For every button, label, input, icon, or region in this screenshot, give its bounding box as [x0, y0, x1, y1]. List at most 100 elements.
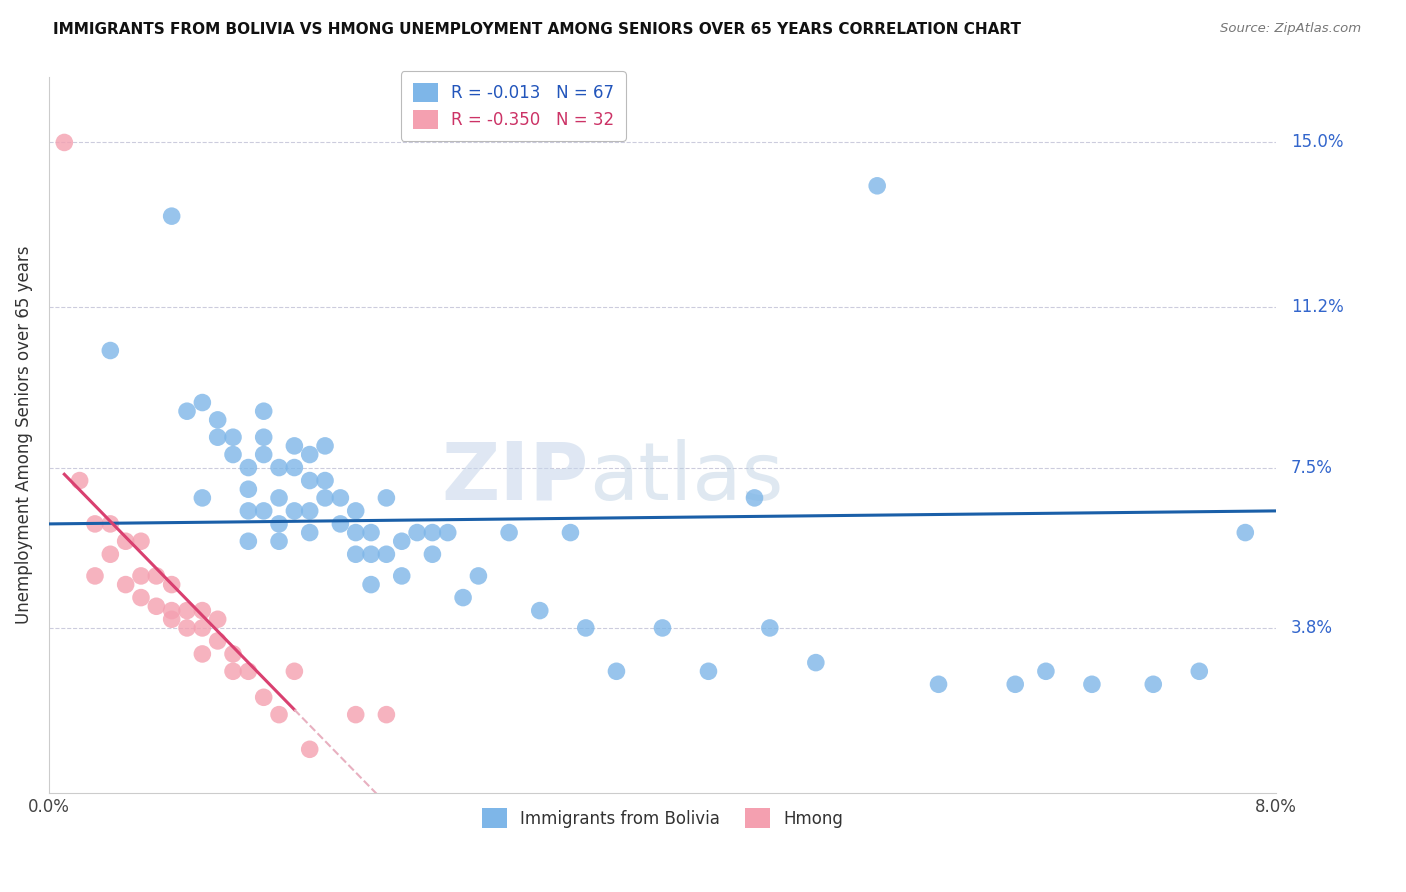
- Point: [329, 491, 352, 505]
- Text: Source: ZipAtlas.com: Source: ZipAtlas.com: [1220, 22, 1361, 36]
- Point: [207, 612, 229, 626]
- Point: [344, 707, 367, 722]
- Point: [207, 413, 229, 427]
- Text: ZIP: ZIP: [441, 439, 589, 517]
- Legend: Immigrants from Bolivia, Hmong: Immigrants from Bolivia, Hmong: [475, 802, 849, 834]
- Point: [207, 430, 229, 444]
- Point: [145, 599, 167, 614]
- Point: [238, 504, 260, 518]
- Point: [129, 591, 152, 605]
- Point: [267, 707, 290, 722]
- Point: [344, 525, 367, 540]
- Point: [191, 647, 214, 661]
- Point: [238, 665, 260, 679]
- Point: [360, 577, 382, 591]
- Point: [422, 525, 444, 540]
- Point: [253, 448, 276, 462]
- Point: [1004, 677, 1026, 691]
- Point: [436, 525, 458, 540]
- Point: [207, 634, 229, 648]
- Point: [114, 577, 136, 591]
- Point: [1081, 677, 1104, 691]
- Point: [160, 604, 183, 618]
- Text: atlas: atlas: [589, 439, 783, 517]
- Point: [329, 516, 352, 531]
- Point: [191, 395, 214, 409]
- Point: [314, 439, 336, 453]
- Point: [129, 569, 152, 583]
- Point: [84, 516, 107, 531]
- Point: [391, 534, 413, 549]
- Point: [575, 621, 598, 635]
- Point: [391, 569, 413, 583]
- Point: [114, 534, 136, 549]
- Point: [283, 665, 305, 679]
- Point: [298, 525, 321, 540]
- Point: [298, 742, 321, 756]
- Point: [191, 604, 214, 618]
- Point: [1234, 525, 1257, 540]
- Point: [406, 525, 429, 540]
- Point: [253, 690, 276, 705]
- Point: [375, 491, 398, 505]
- Point: [651, 621, 673, 635]
- Point: [928, 677, 950, 691]
- Point: [176, 621, 198, 635]
- Point: [222, 448, 245, 462]
- Point: [84, 569, 107, 583]
- Point: [344, 504, 367, 518]
- Point: [375, 547, 398, 561]
- Point: [222, 665, 245, 679]
- Point: [222, 430, 245, 444]
- Point: [605, 665, 627, 679]
- Point: [314, 491, 336, 505]
- Point: [69, 474, 91, 488]
- Point: [298, 504, 321, 518]
- Text: 11.2%: 11.2%: [1291, 298, 1344, 316]
- Point: [98, 343, 121, 358]
- Point: [283, 504, 305, 518]
- Point: [529, 604, 551, 618]
- Point: [283, 439, 305, 453]
- Point: [53, 136, 76, 150]
- Point: [176, 604, 198, 618]
- Point: [866, 178, 889, 193]
- Point: [238, 534, 260, 549]
- Point: [360, 547, 382, 561]
- Point: [314, 474, 336, 488]
- Y-axis label: Unemployment Among Seniors over 65 years: Unemployment Among Seniors over 65 years: [15, 246, 32, 624]
- Point: [238, 482, 260, 496]
- Point: [298, 448, 321, 462]
- Point: [222, 647, 245, 661]
- Point: [697, 665, 720, 679]
- Point: [98, 547, 121, 561]
- Point: [804, 656, 827, 670]
- Point: [267, 534, 290, 549]
- Point: [283, 460, 305, 475]
- Point: [191, 491, 214, 505]
- Point: [1035, 665, 1057, 679]
- Point: [191, 621, 214, 635]
- Point: [344, 547, 367, 561]
- Point: [467, 569, 489, 583]
- Point: [360, 525, 382, 540]
- Point: [160, 577, 183, 591]
- Point: [160, 612, 183, 626]
- Point: [238, 460, 260, 475]
- Point: [267, 491, 290, 505]
- Point: [498, 525, 520, 540]
- Point: [1188, 665, 1211, 679]
- Point: [422, 547, 444, 561]
- Point: [298, 474, 321, 488]
- Point: [253, 404, 276, 418]
- Point: [375, 707, 398, 722]
- Point: [267, 516, 290, 531]
- Point: [98, 516, 121, 531]
- Text: IMMIGRANTS FROM BOLIVIA VS HMONG UNEMPLOYMENT AMONG SENIORS OVER 65 YEARS CORREL: IMMIGRANTS FROM BOLIVIA VS HMONG UNEMPLO…: [53, 22, 1021, 37]
- Text: 7.5%: 7.5%: [1291, 458, 1333, 476]
- Point: [451, 591, 474, 605]
- Point: [1142, 677, 1164, 691]
- Point: [560, 525, 582, 540]
- Point: [160, 209, 183, 223]
- Point: [759, 621, 782, 635]
